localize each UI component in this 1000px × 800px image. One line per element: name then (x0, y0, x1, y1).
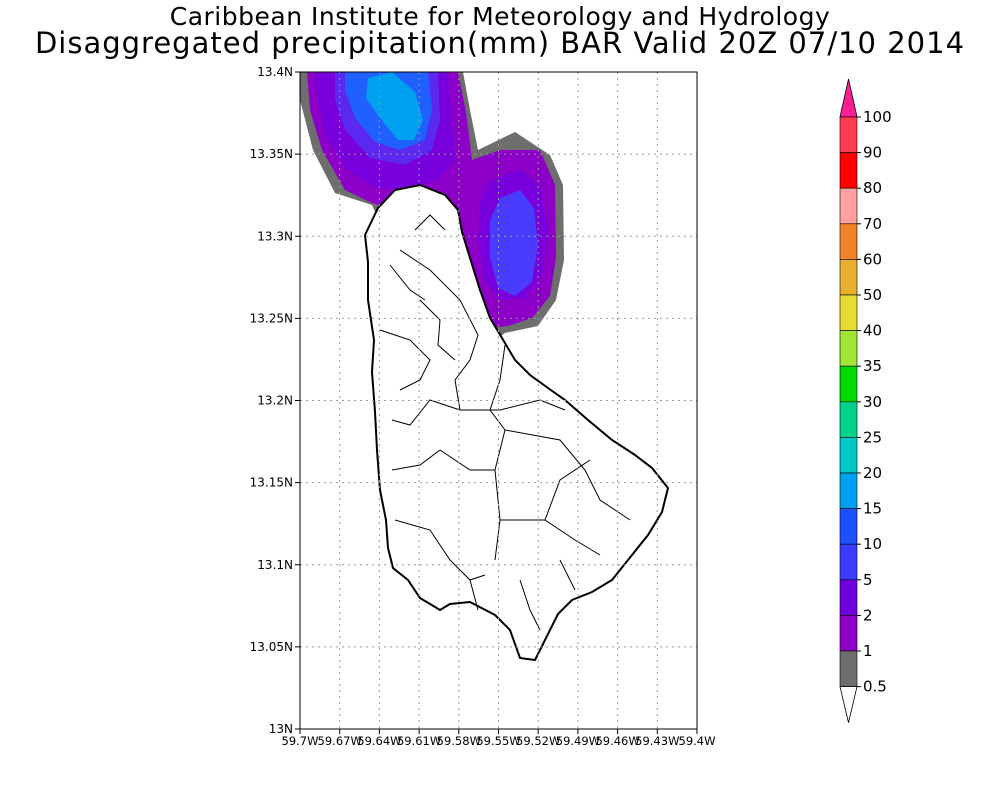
legend-swatch (839, 187, 858, 225)
legend-swatch-bottom (839, 686, 858, 723)
lat-tick-label: 13.05N (250, 640, 293, 654)
lon-tick-label: 59.64W (357, 734, 401, 748)
lat-tick-label: 13.25N (250, 311, 293, 325)
lon-tick-label: 59.61W (397, 734, 441, 748)
latitude-ticks (295, 71, 300, 730)
lon-tick-label: 59.58W (437, 734, 481, 748)
lon-tick-label: 59.46W (595, 734, 639, 748)
legend-swatch (839, 330, 858, 367)
chart-subtitle: Disaggregated precipitation(mm) BAR Vali… (34, 26, 966, 60)
legend-swatch-top (839, 78, 858, 118)
legend-label: 15 (863, 500, 882, 518)
lat-tick-label: 13.35N (250, 147, 293, 161)
legend-label: 70 (863, 215, 882, 233)
lat-tick-label: 13.1N (257, 558, 293, 572)
lat-tick-label: 13.2N (257, 394, 293, 408)
legend-label: 1 (863, 642, 873, 660)
lon-tick-label: 59.43W (635, 734, 679, 748)
legend-swatch (839, 223, 858, 260)
watershed-boundaries (379, 214, 631, 631)
legend-swatch (839, 401, 858, 438)
legend-swatch (839, 437, 858, 474)
legend-swatch (839, 152, 858, 189)
legend-swatch (839, 543, 858, 581)
lon-tick-label: 59.55W (476, 734, 520, 748)
lat-tick-label: 13.4N (257, 65, 293, 79)
legend-label: 5 (863, 571, 873, 589)
legend-label: 40 (863, 322, 882, 340)
precip-region-15mm (366, 72, 423, 140)
longitude-ticks (299, 729, 698, 734)
coastline (363, 183, 670, 662)
legend-swatch (839, 365, 858, 403)
legend-swatch (839, 116, 858, 153)
lon-tick-label: 59.52W (516, 734, 560, 748)
legend-label: 25 (863, 428, 882, 446)
legend-label: 30 (863, 393, 882, 411)
chart-title: Caribbean Institute for Meteorology and … (169, 2, 831, 31)
legend-swatch (839, 259, 858, 296)
barbados-outline (363, 183, 670, 662)
longitude-labels: 59.7W 59.67W59.64W59.61W59.58W59.55W59.52… (282, 734, 716, 748)
legend-label: 100 (863, 108, 892, 126)
legend-label: 20 (863, 464, 882, 482)
legend-swatch (839, 472, 858, 509)
legend-label: 80 (863, 179, 882, 197)
latitude-labels: 13N 13.05N 13.1N 13.15N 13.2N 13.25N 13.3N 13.3… (250, 65, 293, 736)
legend-label: 10 (863, 535, 882, 553)
legend-label: 2 (863, 606, 873, 624)
legend-swatch (839, 615, 858, 652)
lat-tick-label: 13.3N (257, 229, 293, 243)
legend-swatch (839, 508, 858, 545)
lon-tick-label: 59.4W (679, 734, 716, 748)
legend-swatch (839, 579, 858, 616)
legend-label: 35 (863, 357, 882, 375)
lon-tick-label: 59.49W (556, 734, 600, 748)
legend-label: 90 (863, 144, 882, 162)
legend-swatch (839, 294, 858, 331)
legend-label: 0.5 (863, 678, 887, 696)
lon-tick-label: 59.67W (318, 734, 362, 748)
legend-label: 60 (863, 250, 882, 268)
legend-swatch (839, 650, 858, 687)
lon-tick-label: 59.7W (282, 734, 319, 748)
map-gridlines (300, 72, 697, 729)
lat-tick-label: 13.15N (250, 476, 293, 490)
precip-region-5mm-east (490, 190, 538, 296)
legend-label: 50 (863, 286, 882, 304)
lat-tick-label: 13N (269, 722, 293, 736)
